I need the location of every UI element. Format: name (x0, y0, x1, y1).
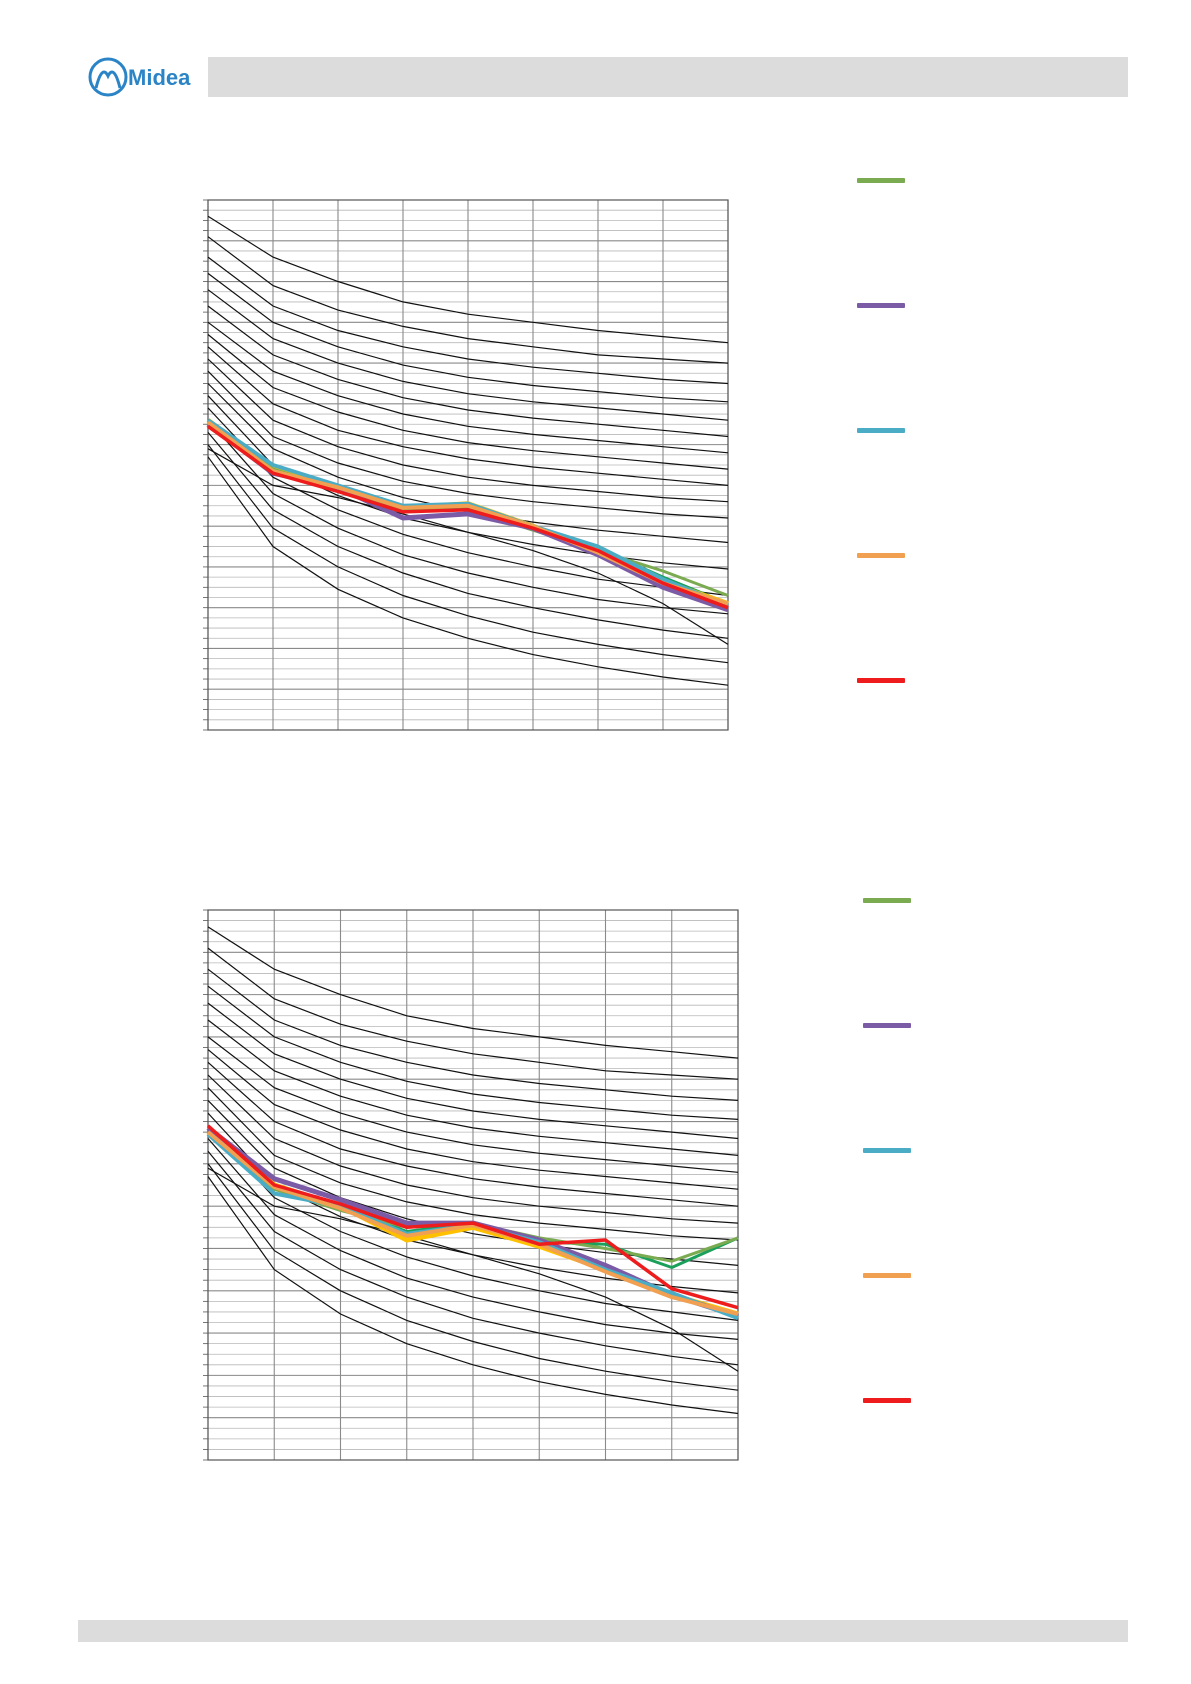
reference-curve (207, 1019, 739, 1156)
legend-1 (857, 170, 1067, 690)
reference-curve (207, 1002, 739, 1140)
legend-swatch (863, 1273, 911, 1278)
series-line (206, 418, 729, 608)
reference-curve (207, 448, 729, 645)
legend-item (857, 420, 1067, 440)
header-bar (208, 57, 1128, 97)
legend-swatch (857, 428, 905, 433)
reference-curve (207, 358, 729, 503)
legend-item (863, 1015, 1073, 1035)
legend-swatch (863, 898, 911, 903)
legend-swatch (857, 678, 905, 683)
reference-curve (207, 926, 739, 1059)
legend-swatch (863, 1148, 911, 1153)
reference-curve (207, 370, 729, 519)
reference-curve (207, 1138, 739, 1340)
reference-curve (207, 419, 729, 615)
legend-swatch (857, 553, 905, 558)
legend-item (863, 1265, 1073, 1285)
reference-curve (207, 256, 729, 385)
legend-swatch (863, 1023, 911, 1028)
midea-logo-mark (88, 57, 128, 97)
legend-item (857, 545, 1067, 565)
reference-curve (207, 305, 729, 438)
reference-curve (207, 1074, 739, 1224)
reference-curve (207, 1167, 739, 1372)
legend-swatch (857, 178, 905, 183)
reference-curve (207, 968, 739, 1101)
reference-curve (207, 289, 729, 421)
series-line (206, 424, 729, 610)
reference-curve (207, 1125, 739, 1321)
reference-curve (207, 1163, 739, 1391)
chart-1 (203, 199, 729, 731)
chart-2 (203, 909, 739, 1461)
reference-curve (207, 444, 729, 664)
legend-swatch (863, 1398, 911, 1403)
logo-wordmark: Midea (128, 65, 191, 90)
legend-swatch (857, 303, 905, 308)
reference-curve (207, 321, 729, 454)
reference-curve (207, 456, 729, 686)
reference-curve (207, 985, 739, 1120)
legend-item (857, 170, 1067, 190)
reference-curve (207, 1049, 739, 1190)
legend-2 (863, 890, 1073, 1410)
footer-bar (78, 1620, 1128, 1642)
reference-curve (207, 1061, 739, 1207)
legend-item (857, 670, 1067, 690)
reference-curve (207, 1087, 739, 1241)
reference-curve (207, 334, 729, 470)
legend-item (863, 1390, 1073, 1410)
midea-logo: Midea (88, 57, 191, 97)
series-line (206, 1124, 739, 1310)
reference-curve (207, 272, 729, 403)
reference-curve (207, 1150, 739, 1366)
reference-curve (207, 1176, 739, 1415)
legend-item (857, 295, 1067, 315)
reference-curve (207, 432, 729, 639)
reference-curve (207, 236, 729, 364)
reference-curve (207, 215, 729, 344)
legend-item (863, 890, 1073, 910)
legend-item (863, 1140, 1073, 1160)
reference-curve (207, 346, 729, 486)
reference-curve (207, 407, 729, 597)
reference-curve (207, 1036, 739, 1173)
reference-curve (207, 947, 739, 1080)
series-line (206, 1130, 739, 1316)
